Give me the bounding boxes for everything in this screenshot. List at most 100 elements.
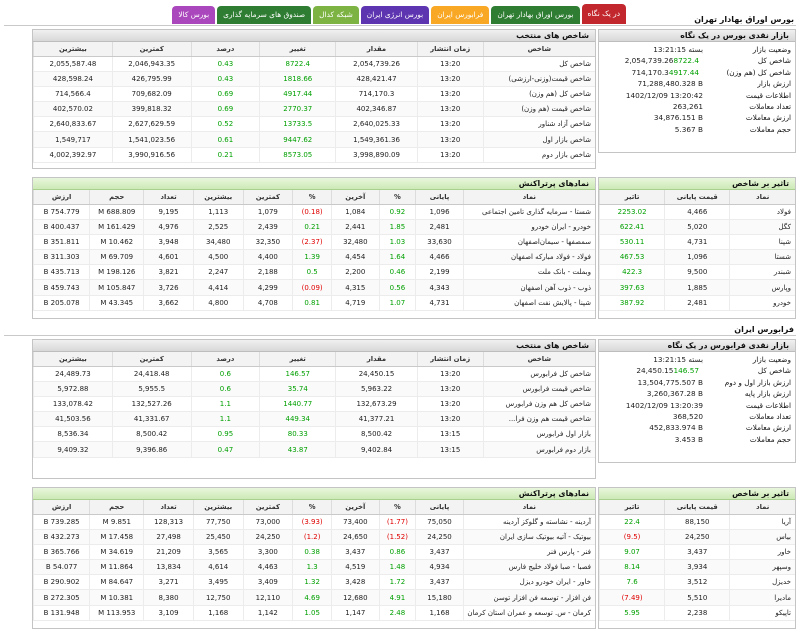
table-row: بازار دوم فرابورس 13:15 9,402.84 43.87 0.47 9… bbox=[33, 441, 595, 458]
symbol-name[interactable]: مادیرا bbox=[729, 589, 795, 606]
symbol-link[interactable]: فن افزار - توسعه فن افزار توسن bbox=[462, 589, 595, 606]
symbol-link[interactable]: خاور - ایران خودرو دیزل bbox=[462, 574, 595, 591]
column-header: بیشترین bbox=[192, 190, 244, 205]
symbol-link[interactable]: شپنا - پالایش نفت اصفهان bbox=[462, 295, 595, 311]
table-row: کرمان - س. توسعه و عمران استان کرمان 1,16… bbox=[33, 605, 595, 621]
table-row: خاور - ایران خودرو دیزل 3,437 1.72 3,428 1.3… bbox=[33, 574, 595, 591]
table-cell: 73,400 bbox=[331, 514, 380, 530]
table-cell: 4,731 bbox=[415, 295, 464, 311]
tehran-summary-row: ارزش معاملات 34,876.151 B bbox=[599, 112, 795, 123]
symbol-link[interactable]: شستا - سرمایه گذاری تامین اجتماعی bbox=[462, 204, 595, 220]
table-cell: 1,096 bbox=[664, 249, 730, 266]
table-cell: 0.69 bbox=[190, 86, 260, 103]
section-title-farabourse: فرابورس ایران bbox=[4, 324, 796, 336]
summary-value-text: 368,520 bbox=[672, 411, 703, 421]
table-cell: 4,454 bbox=[331, 249, 380, 266]
table-cell: 35.74 bbox=[259, 381, 336, 397]
table-cell: 2,200 bbox=[331, 264, 380, 281]
table-cell: 1.48 bbox=[378, 559, 416, 576]
column-header: مقدار bbox=[335, 42, 418, 57]
farabourse-summary-row: حجم معاملات 3.453 B bbox=[599, 434, 795, 445]
symbol-name[interactable]: شپنا bbox=[729, 234, 795, 251]
summary-value: بسته 13:21:15 bbox=[599, 354, 707, 365]
table-cell: 1,168 bbox=[415, 605, 464, 621]
table-cell: 13:20 bbox=[416, 366, 484, 382]
table-cell: 1.72 bbox=[378, 574, 416, 591]
symbol-name[interactable]: وپارس bbox=[729, 279, 795, 296]
table-row: بیاس 24,250 (9.5) bbox=[599, 529, 795, 545]
tab-2[interactable]: فرابورس ایران bbox=[431, 6, 490, 24]
table-cell: 13:20 bbox=[416, 411, 484, 428]
table-cell: 688.809 M bbox=[89, 204, 144, 220]
tab-0[interactable]: در یک نگاه bbox=[581, 4, 626, 24]
table-cell: 161.429 M bbox=[89, 219, 144, 235]
table-cell: 2770.37 bbox=[259, 101, 336, 118]
tab-4[interactable]: شبکه کدال bbox=[313, 6, 359, 24]
summary-value-text: 24,450.15 bbox=[636, 366, 674, 376]
symbol-name[interactable]: بیاس bbox=[729, 529, 795, 545]
symbol-link[interactable]: خودرو - ایران‌ خودرو bbox=[462, 219, 595, 235]
table-cell: 2,640,025.33 bbox=[335, 116, 418, 133]
symbol-link[interactable]: آردینه - نشاسته و گلوکز آردینه bbox=[462, 514, 595, 530]
table-row: کگل 5,020 622.41 bbox=[599, 219, 795, 235]
summary-value: 1402/12/09 13:20:39 bbox=[599, 400, 707, 411]
symbol-name[interactable]: شبندر bbox=[729, 264, 795, 281]
symbol-link[interactable]: سمصفها - سیمان‌اصفهان bbox=[462, 234, 595, 251]
table-cell: 1440.77 bbox=[259, 396, 336, 413]
symbol-name[interactable]: فولاد bbox=[729, 204, 795, 220]
symbol-name[interactable]: خدیزل bbox=[729, 574, 795, 591]
tab-1[interactable]: بورس اوراق بهادار تهران bbox=[491, 6, 580, 24]
symbol-link[interactable]: وبملت - بانک ملت bbox=[462, 264, 595, 281]
symbol-link[interactable]: ذوب - ذوب آهن اصفهان bbox=[462, 279, 595, 296]
table-cell: 4,414 bbox=[192, 279, 244, 296]
tab-5[interactable]: صندوق های سرمایه گذاری bbox=[217, 6, 312, 24]
symbol-name[interactable]: خودرو bbox=[729, 295, 795, 311]
symbol-link[interactable]: فولاد - فولاد مبارکه اصفهان bbox=[462, 249, 595, 266]
table-row: بیوتیک - آتیه‌ بیوتیک‌ سازی ایران 24,250(… bbox=[33, 529, 595, 545]
table-cell: 0.6 bbox=[190, 366, 260, 382]
table-cell: 0.5 bbox=[292, 264, 332, 281]
table-cell: 4.91 bbox=[378, 589, 416, 606]
tehran-summary-row: اطلاعات قیمت 1402/12/09 13:20:42 bbox=[599, 90, 795, 101]
symbol-name[interactable]: کگل bbox=[729, 219, 795, 235]
symbol-name[interactable]: وسپهر bbox=[729, 559, 795, 576]
market-tabs: در یک نگاه بورس اوراق بهادار تهران فرابورس… bbox=[172, 4, 626, 24]
table-cell: 397.63 bbox=[599, 279, 665, 296]
tab-6[interactable]: بورس کالا bbox=[172, 6, 216, 24]
tehran-summary-row: تعداد معاملات 263,261 bbox=[599, 101, 795, 112]
symbol-link[interactable]: بیوتیک - آتیه‌ بیوتیک‌ سازی ایران bbox=[462, 529, 595, 545]
table-row: شاخص قیمت فرابورس 13:20 5,963.22 35.74 0.6 5,… bbox=[33, 381, 595, 397]
symbol-link[interactable]: فصبا - صبا فولاد خلیج فارس bbox=[462, 559, 595, 576]
column-header: تغییر bbox=[259, 42, 336, 57]
summary-value-text: 71,288,480.328 B bbox=[637, 79, 703, 89]
summary-value-text: 3,260,367.28 B bbox=[646, 389, 703, 399]
table-cell: 41,331.67 bbox=[111, 411, 192, 428]
table-cell: 1.32 bbox=[292, 574, 332, 591]
symbol-link[interactable]: کرمان - س. توسعه و عمران استان کرمان bbox=[462, 605, 595, 621]
table-cell: 739.285 B bbox=[33, 514, 90, 530]
table-cell: 311.303 B bbox=[33, 249, 90, 266]
symbol-name[interactable]: خاور bbox=[729, 544, 795, 561]
table-cell: 2,046,943.35 bbox=[111, 56, 192, 72]
table-cell: 24,418.48 bbox=[111, 366, 192, 382]
table-cell: 0.21 bbox=[190, 147, 260, 163]
tehran-indices-title: شاخص های منتخب bbox=[33, 30, 595, 42]
summary-value: 263,261 bbox=[599, 101, 707, 112]
table-cell: 9447.62 bbox=[259, 131, 336, 148]
table-cell: 0.86 bbox=[378, 544, 416, 561]
symbol-link[interactable]: فنر - پارس‌ فنر bbox=[462, 544, 595, 561]
table-cell: 15,180 bbox=[415, 589, 464, 606]
symbol-name[interactable]: شستا bbox=[729, 249, 795, 266]
column-header: کمترین bbox=[242, 190, 293, 205]
table-cell: 4,800 bbox=[192, 295, 244, 311]
tab-3[interactable]: بورس انرژی ایران bbox=[360, 6, 430, 24]
table-cell: 3,409 bbox=[242, 574, 293, 591]
table-cell: 1.64 bbox=[378, 249, 416, 266]
summary-label: ارزش بازار bbox=[757, 79, 791, 89]
table-cell: 4.69 bbox=[292, 589, 332, 606]
table-cell: (7.49) bbox=[599, 589, 665, 606]
table-row: فنر - پارس‌ فنر 3,437 0.86 3,437 0.38 3,300 3,… bbox=[33, 544, 595, 561]
symbol-name[interactable]: آریا bbox=[729, 514, 795, 530]
table-cell: 435.713 B bbox=[33, 264, 90, 281]
symbol-name[interactable]: تاپیکو bbox=[729, 605, 795, 621]
